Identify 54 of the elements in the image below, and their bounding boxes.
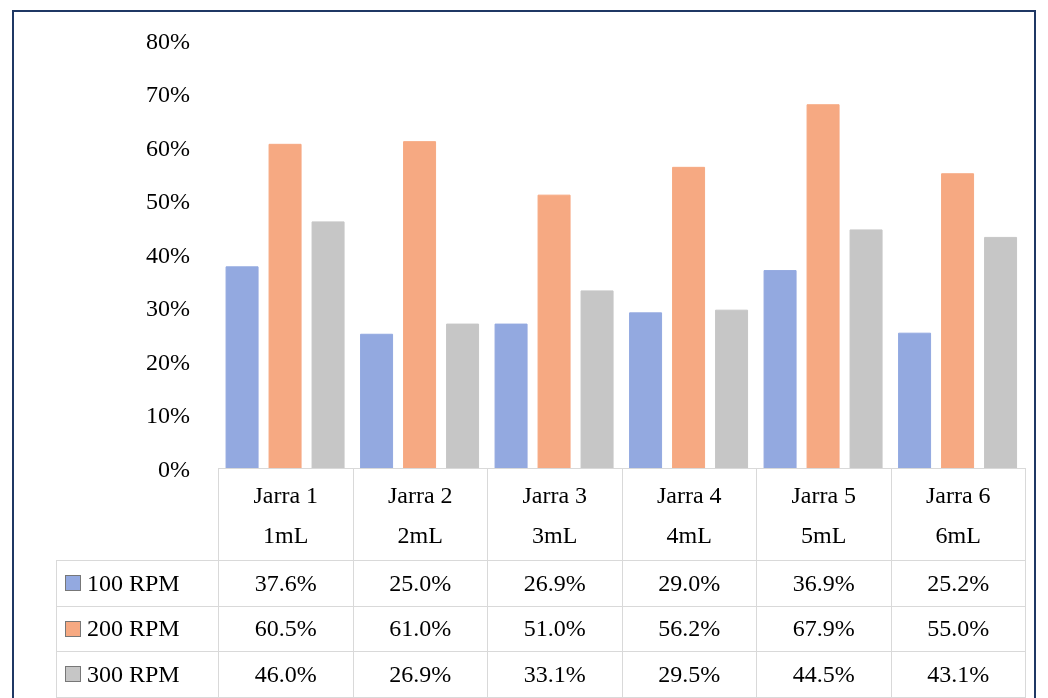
y-tick-label: 50% bbox=[146, 188, 190, 215]
bar bbox=[672, 166, 706, 468]
legend-label: 300 RPM bbox=[87, 660, 180, 688]
data-label: 25.2% bbox=[890, 560, 1026, 607]
bar bbox=[360, 333, 394, 468]
data-label: 51.0% bbox=[487, 605, 623, 652]
legend-label: 100 RPM bbox=[87, 569, 180, 597]
y-tick-label: 60% bbox=[146, 134, 190, 161]
bar bbox=[446, 323, 480, 468]
x-tick-label: Jarra 1 1mL bbox=[218, 468, 354, 561]
bar bbox=[849, 229, 883, 468]
data-label: 29.5% bbox=[621, 651, 757, 698]
data-label: 37.6% bbox=[218, 560, 354, 607]
y-tick-label: 30% bbox=[146, 295, 190, 322]
data-label: 26.9% bbox=[487, 560, 623, 607]
data-label: 43.1% bbox=[890, 651, 1026, 698]
bar bbox=[984, 236, 1018, 468]
data-label: 36.9% bbox=[756, 560, 892, 607]
y-tick-label: 0% bbox=[158, 455, 190, 482]
x-tick-label: Jarra 4 4mL bbox=[621, 468, 757, 561]
y-tick-label: 20% bbox=[146, 348, 190, 375]
bar bbox=[311, 221, 345, 468]
bar bbox=[629, 312, 663, 468]
y-tick-label: 80% bbox=[146, 27, 190, 54]
bar bbox=[494, 323, 528, 468]
data-label: 56.2% bbox=[621, 605, 757, 652]
data-label: 46.0% bbox=[218, 651, 354, 698]
data-label: 44.5% bbox=[756, 651, 892, 698]
y-tick-label: 10% bbox=[146, 402, 190, 429]
data-label: 60.5% bbox=[218, 605, 354, 652]
legend-label: 200 RPM bbox=[87, 615, 180, 643]
bar bbox=[403, 141, 437, 468]
bar bbox=[806, 104, 840, 468]
data-label: 67.9% bbox=[756, 605, 892, 652]
bar bbox=[268, 143, 302, 468]
bar bbox=[898, 332, 932, 468]
data-label: 55.0% bbox=[890, 605, 1026, 652]
data-label: 33.1% bbox=[487, 651, 623, 698]
x-tick-label: Jarra 6 6mL bbox=[890, 468, 1026, 561]
x-tick-label: Jarra 2 2mL bbox=[352, 468, 488, 561]
bar bbox=[763, 270, 797, 468]
bar bbox=[580, 290, 614, 468]
x-tick-label: Jarra 3 3mL bbox=[487, 468, 623, 561]
x-tick-label: Jarra 5 5mL bbox=[756, 468, 892, 561]
bar bbox=[715, 309, 749, 468]
data-label: 25.0% bbox=[352, 560, 488, 607]
bar bbox=[225, 266, 259, 468]
bar bbox=[941, 173, 975, 468]
data-label: 29.0% bbox=[621, 560, 757, 607]
bar bbox=[537, 194, 571, 468]
y-tick-label: 70% bbox=[146, 81, 190, 108]
data-label: 26.9% bbox=[352, 651, 488, 698]
data-label: 61.0% bbox=[352, 605, 488, 652]
y-tick-label: 40% bbox=[146, 241, 190, 268]
